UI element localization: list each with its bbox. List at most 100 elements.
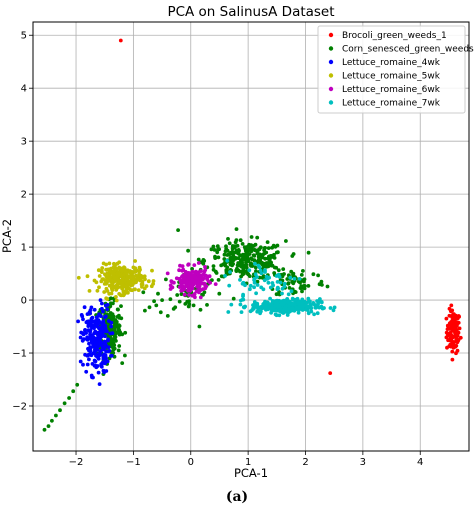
data-point — [236, 261, 241, 265]
data-point — [201, 287, 205, 292]
data-point — [114, 339, 118, 343]
data-point — [202, 290, 207, 295]
data-point — [110, 288, 115, 292]
data-point — [164, 277, 168, 282]
data-point — [92, 363, 97, 368]
data-point — [151, 279, 156, 283]
data-point — [255, 235, 260, 240]
data-point — [100, 301, 104, 306]
data-point — [105, 359, 110, 364]
data-point — [93, 359, 98, 364]
data-point — [115, 330, 119, 335]
data-point — [187, 293, 192, 297]
data-point — [110, 331, 115, 336]
data-point — [128, 282, 133, 287]
data-point — [75, 382, 80, 387]
data-point — [126, 279, 130, 283]
data-point — [282, 272, 286, 276]
data-point — [133, 267, 137, 271]
legend: Brocoli_green_weeds_1 Corn_senesced_green… — [317, 25, 474, 114]
x-tick-label: 3 — [360, 457, 366, 468]
data-point — [274, 292, 279, 297]
data-point — [127, 286, 132, 291]
data-point — [97, 274, 102, 278]
data-point — [116, 348, 121, 353]
data-point — [101, 309, 105, 314]
data-point — [258, 258, 262, 263]
data-point — [256, 255, 261, 259]
series-Lettuce_romaine_4wk — [76, 298, 115, 386]
data-point — [119, 273, 124, 278]
data-point — [325, 284, 330, 289]
data-point — [111, 269, 116, 274]
data-point — [79, 313, 84, 317]
data-point — [223, 249, 228, 254]
data-point — [281, 302, 286, 307]
data-point — [239, 265, 244, 269]
data-point — [137, 269, 142, 274]
data-point — [263, 270, 267, 274]
legend-entry: Corn_senesced_green_weeds — [342, 45, 474, 55]
data-point — [119, 278, 124, 283]
data-point — [268, 296, 272, 301]
data-point — [87, 289, 92, 293]
data-point — [272, 265, 277, 270]
plot-frame — [32, 21, 470, 452]
data-point — [449, 325, 454, 330]
data-point — [252, 276, 257, 281]
data-point — [290, 254, 295, 258]
data-point — [238, 278, 242, 282]
data-point — [104, 267, 108, 272]
data-point — [182, 279, 186, 283]
data-point — [186, 248, 191, 253]
data-point — [101, 368, 106, 373]
y-axis-label: PCA-2 — [0, 219, 14, 253]
data-point — [130, 288, 135, 293]
data-point — [98, 298, 103, 302]
data-point — [254, 291, 258, 296]
data-point — [117, 316, 122, 320]
data-point — [314, 305, 318, 310]
data-point — [46, 424, 51, 428]
data-point — [301, 285, 306, 290]
data-point — [226, 237, 230, 241]
data-point — [95, 320, 99, 325]
data-point — [238, 238, 243, 243]
data-point — [179, 288, 184, 293]
data-point — [101, 356, 106, 361]
data-point — [133, 270, 137, 274]
y-tick-label: 0 — [21, 296, 27, 307]
data-point — [82, 305, 87, 310]
data-point — [276, 272, 281, 277]
data-point — [115, 276, 119, 281]
data-point — [450, 349, 455, 354]
data-point — [275, 280, 280, 284]
data-point — [92, 278, 97, 283]
data-point — [228, 270, 232, 274]
data-point — [152, 299, 157, 304]
data-point — [198, 307, 203, 312]
data-point — [119, 293, 124, 298]
data-point — [217, 291, 222, 296]
series-Lettuce_romaine_7wk — [223, 258, 337, 318]
y-tick-label: 2 — [21, 190, 27, 201]
data-point — [82, 337, 86, 341]
data-point — [109, 296, 113, 301]
data-point — [239, 258, 243, 263]
data-point — [181, 284, 185, 288]
data-point — [109, 278, 114, 283]
data-point — [211, 264, 216, 268]
data-point — [236, 268, 241, 273]
data-point — [95, 348, 100, 352]
data-point — [88, 311, 93, 316]
data-point — [260, 275, 265, 280]
data-point — [239, 274, 244, 279]
data-point — [267, 275, 271, 280]
legend-entry: Lettuce_romaine_4wk — [342, 58, 441, 68]
data-point — [101, 341, 105, 346]
data-point — [102, 282, 107, 286]
data-point — [267, 254, 271, 259]
data-point — [232, 245, 237, 250]
x-tick-label: 2 — [302, 457, 308, 468]
y-tick-label: 1 — [21, 243, 27, 254]
